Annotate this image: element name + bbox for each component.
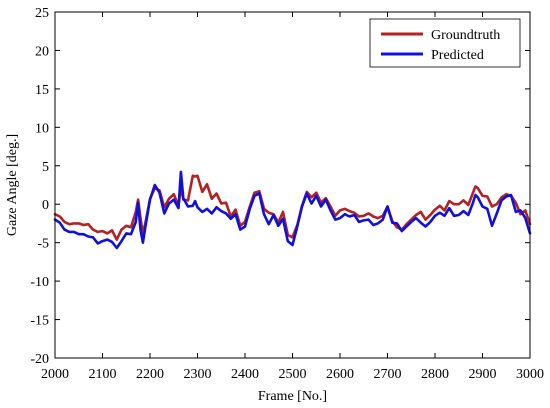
plot-background: [55, 12, 530, 358]
ticks-layer: 2000 2100 2200 2300 2400 2500 2600 2700 2800 2900…: [30, 6, 544, 382]
x-tick-label: 2500: [279, 367, 307, 382]
x-tick-label: 2200: [136, 367, 164, 382]
x-tick-label: 2600: [326, 367, 354, 382]
x-tick-label: 2800: [421, 367, 449, 382]
y-axis-title: Gaze Angle [deg.]: [5, 134, 20, 236]
y-tick-label: -10: [30, 275, 49, 290]
x-tick-label: 2100: [89, 367, 117, 382]
x-tick-label: 2400: [231, 367, 259, 382]
x-axis-title: Frame [No.]: [258, 389, 327, 404]
y-tick-label: 10: [35, 121, 49, 136]
y-tick-label: 15: [35, 83, 49, 98]
legend-label-groundtruth: Groundtruth: [431, 28, 500, 43]
y-tick-label: 25: [35, 6, 49, 21]
legend-box: [369, 18, 521, 68]
y-tick-label: 5: [42, 160, 49, 175]
x-tick-label: 2000: [41, 367, 69, 382]
legend-label-predicted: Predicted: [431, 48, 484, 63]
y-tick-label: -20: [30, 352, 49, 367]
y-tick-label: 0: [42, 198, 49, 213]
x-tick-label: 2900: [469, 367, 497, 382]
legend: Groundtruth Predicted: [369, 18, 521, 68]
y-tick-label: 20: [35, 44, 49, 59]
y-tick-label: -15: [30, 314, 49, 329]
x-tick-label: 3000: [516, 367, 544, 382]
y-tick-label: -5: [37, 237, 49, 252]
x-tick-label: 2300: [184, 367, 212, 382]
x-tick-label: 2700: [374, 367, 402, 382]
series-line-predicted: [53, 170, 532, 250]
series-layer: [53, 170, 532, 250]
